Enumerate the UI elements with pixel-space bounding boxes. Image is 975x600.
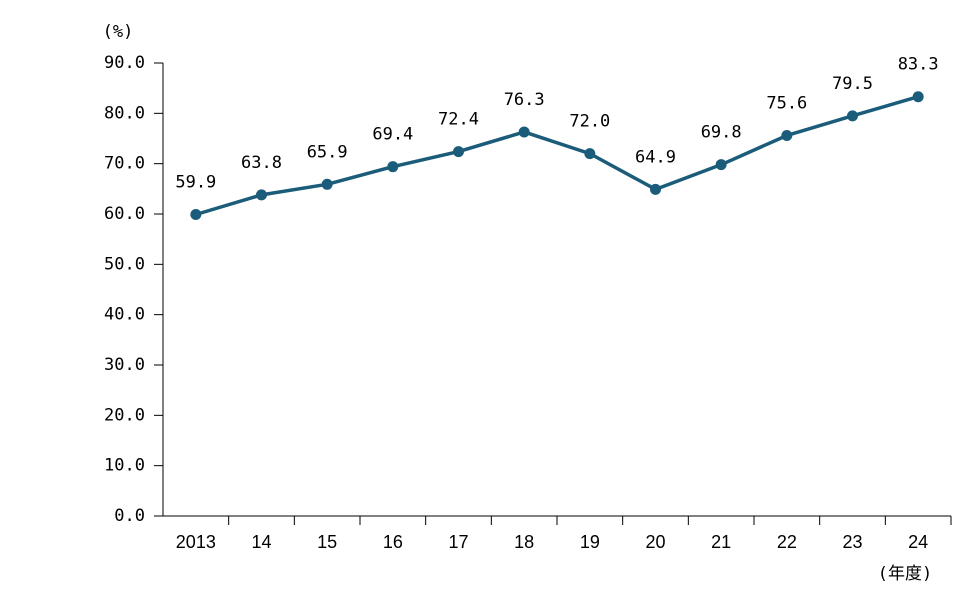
x-tick-label: 20: [645, 532, 665, 552]
marker: [912, 91, 924, 103]
y-tick-label: 30.0: [104, 355, 145, 375]
data-label: 79.5: [832, 74, 873, 94]
marker: [781, 129, 793, 141]
x-axis-label: (年度): [878, 564, 932, 584]
data-label: 65.9: [307, 142, 348, 162]
data-label: 69.8: [701, 123, 742, 143]
x-tick-label: 24: [908, 532, 928, 552]
data-label: 64.9: [635, 147, 676, 167]
data-label: 59.9: [175, 173, 216, 193]
line: [195, 95, 919, 217]
data-label: 72.0: [569, 112, 610, 132]
data-label: 69.4: [372, 125, 413, 145]
marker: [256, 189, 267, 201]
marker: [650, 183, 661, 195]
y-tick-label: 70.0: [104, 154, 145, 174]
x-tick-label: 15: [317, 532, 337, 552]
y-tick-label: 90.0: [104, 53, 145, 73]
x-tick-label: 18: [514, 532, 534, 552]
y-tick-label: 20.0: [104, 405, 145, 425]
data-label: 76.3: [504, 90, 545, 110]
marker: [190, 209, 202, 221]
marker: [518, 126, 530, 138]
x-tick-label: 14: [251, 532, 271, 552]
data-label: 72.4: [438, 110, 479, 130]
x-tick-label: 16: [383, 532, 403, 552]
y-tick-label: 40.0: [104, 305, 145, 325]
y-unit-label: (%): [103, 22, 134, 42]
marker: [387, 161, 399, 173]
x-tick-label: 22: [777, 532, 797, 552]
marker: [715, 159, 727, 171]
x-tick-label: 2013: [176, 532, 216, 552]
x-tick-label: 19: [580, 532, 600, 552]
marker: [584, 148, 596, 160]
y-tick-label: 80.0: [104, 103, 145, 123]
marker: [453, 146, 464, 158]
x-tick-label: 21: [711, 532, 731, 552]
marker: [847, 110, 858, 122]
y-tick-label: 10.0: [104, 456, 145, 476]
y-tick-label: 60.0: [104, 204, 145, 224]
data-label: 83.3: [898, 55, 939, 75]
data-label: 63.8: [241, 153, 282, 173]
data-label: 75.6: [766, 93, 807, 113]
marker: [321, 178, 333, 190]
x-tick-label: 17: [448, 532, 468, 552]
y-tick-label: 0.0: [114, 506, 145, 526]
y-tick-label: 50.0: [104, 254, 145, 274]
x-tick-label: 23: [842, 532, 862, 552]
